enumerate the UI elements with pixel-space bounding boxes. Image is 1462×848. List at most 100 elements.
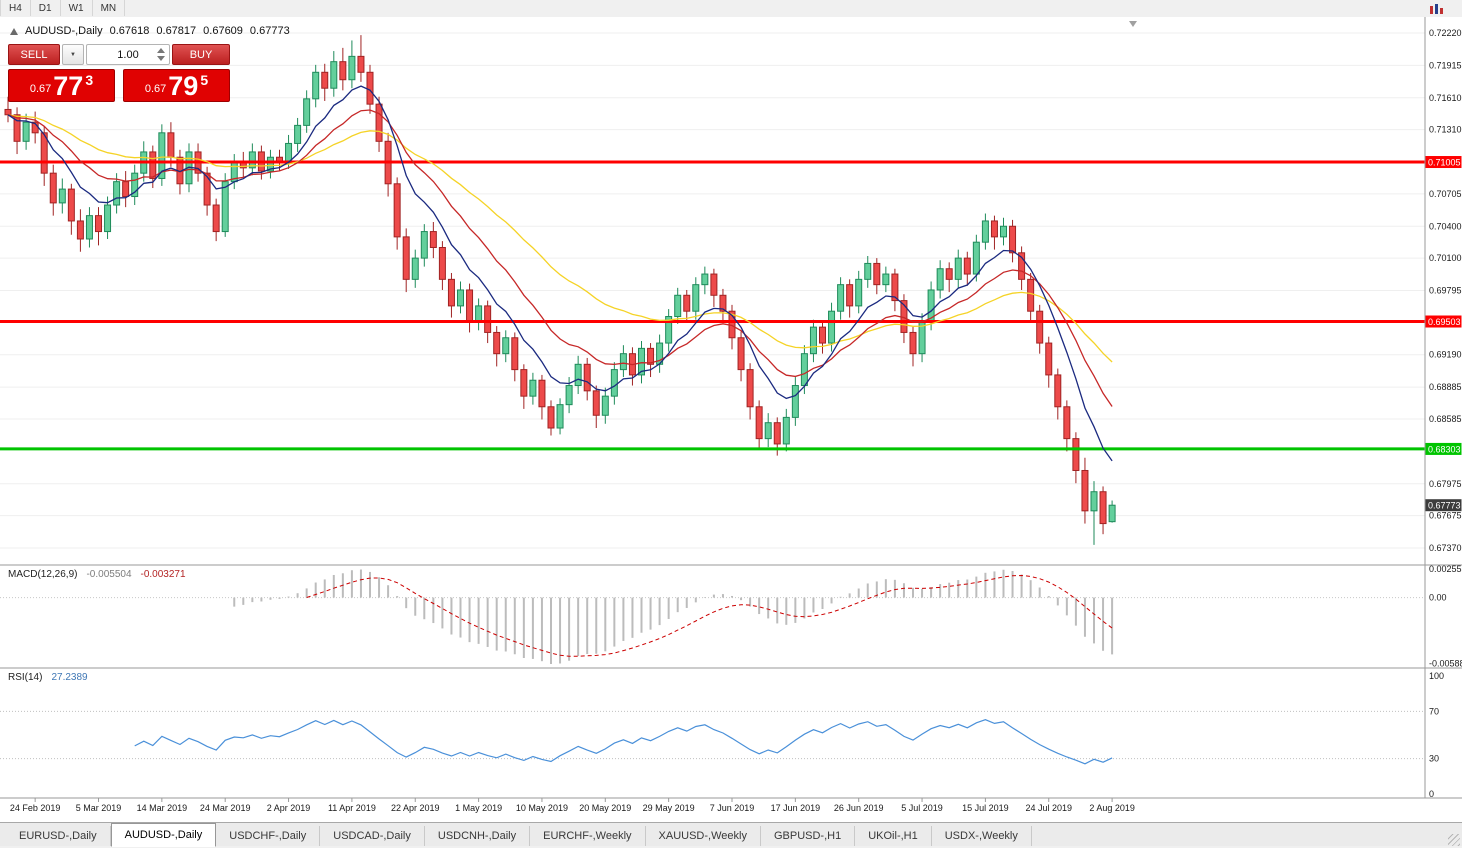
svg-text:24 Jul 2019: 24 Jul 2019 [1025,803,1072,813]
volume-value: 1.00 [117,48,139,61]
rsi-name: RSI(14) [8,672,43,683]
macd-signal-line [306,574,1113,657]
buy-button[interactable]: BUY [172,44,230,65]
svg-text:20 May 2019: 20 May 2019 [579,803,631,813]
svg-text:100: 100 [1429,671,1444,681]
ma-line-8 [7,85,1113,462]
volume-spinner [157,48,166,61]
chart-title: AUDUSD-,Daily 0.67618 0.67817 0.67609 0.… [10,25,290,37]
svg-text:0.67773: 0.67773 [1428,501,1461,511]
svg-text:0.67675: 0.67675 [1429,511,1462,521]
svg-text:0.71610: 0.71610 [1429,93,1462,103]
bid-price-prefix: 0.67 [29,83,52,95]
chart-tab-usdx-weekly[interactable]: USDX-,Weekly [932,826,1032,846]
level-price-label-0.68303[interactable] [1425,442,1462,455]
svg-text:0.71915: 0.71915 [1429,60,1462,70]
chart-tab-eurusd-daily[interactable]: EURUSD-,Daily [6,826,111,846]
svg-text:14 Mar 2019: 14 Mar 2019 [137,803,188,813]
svg-text:0.68303: 0.68303 [1428,444,1461,454]
chart-tab-usdcnh-daily[interactable]: USDCNH-,Daily [425,826,531,846]
ask-price-prefix: 0.67 [144,83,167,95]
svg-text:0.68885: 0.68885 [1429,382,1462,392]
svg-text:0.71310: 0.71310 [1429,125,1462,135]
svg-text:2 Aug 2019: 2 Aug 2019 [1089,803,1135,813]
symbol-arrow-icon [10,27,18,35]
svg-text:24 Mar 2019: 24 Mar 2019 [200,803,251,813]
timeframe-button-h4[interactable]: H4 [0,0,31,16]
chart-shift-marker[interactable] [1129,21,1137,27]
svg-text:0.00: 0.00 [1429,593,1447,603]
svg-text:0.67370: 0.67370 [1429,543,1462,553]
chart-tab-usdcad-daily[interactable]: USDCAD-,Daily [320,826,425,846]
chart-area[interactable]: 0.72220 0.71915 0.71610 0.71310 0.70705 0.704… [0,17,1462,822]
date-axis[interactable]: 24 Feb 2019 5 Mar 2019 14 Mar 2019 24 Mar 2… [10,798,1135,813]
ask-price-big: 79 [168,71,199,101]
svg-text:5 Mar 2019: 5 Mar 2019 [76,803,122,813]
volume-increase-button[interactable] [157,48,165,53]
svg-text:-0.005888: -0.005888 [1429,658,1462,668]
ma-line-34 [7,114,1113,363]
ma-line-16 [7,109,1113,407]
macd-indicator-label: MACD(12,26,9) -0.005504 -0.003271 [8,569,186,580]
timeframe-button-w1[interactable]: W1 [61,0,93,16]
price-axis[interactable]: 0.72220 0.71915 0.71610 0.71310 0.70705 0.704… [1425,28,1462,553]
sell-button[interactable]: SELL [8,44,60,65]
svg-text:0.68585: 0.68585 [1429,414,1462,424]
ohlc-close: 0.67773 [249,25,290,37]
chart-tab-gbpusd-h1[interactable]: GBPUSD-,H1 [761,826,856,846]
sell-price-box[interactable]: 0.67 77 3 [8,69,115,102]
svg-text:7 Jun 2019: 7 Jun 2019 [710,803,755,813]
svg-text:26 Jun 2019: 26 Jun 2019 [834,803,884,813]
chart-tab-ukoil-h1[interactable]: UKOil-,H1 [855,826,932,846]
svg-text:0.69795: 0.69795 [1429,286,1462,296]
ohlc-high: 0.67817 [156,25,197,37]
timeframe-buttons: H4 D1 W1 MN [0,0,126,17]
svg-text:0.69190: 0.69190 [1429,350,1462,360]
level-price-label-0.71005[interactable] [1425,156,1462,169]
ohlc-open: 0.67618 [109,25,150,37]
ask-price-pip: 5 [200,72,209,88]
svg-text:0.002553: 0.002553 [1429,564,1462,574]
ohlc-low: 0.67609 [203,25,243,37]
svg-text:1 May 2019: 1 May 2019 [455,803,502,813]
svg-text:0.69503: 0.69503 [1428,317,1461,327]
macd-main-value: -0.005504 [86,569,132,580]
svg-text:29 May 2019: 29 May 2019 [643,803,695,813]
level-price-label-0.69503[interactable] [1425,315,1462,328]
svg-text:24 Feb 2019: 24 Feb 2019 [10,803,61,813]
chart-tab-eurchf-weekly[interactable]: EURCHF-,Weekly [530,826,646,846]
candlesticks [4,35,1116,545]
chart-canvas[interactable]: 0.72220 0.71915 0.71610 0.71310 0.70705 0.704… [0,17,1462,822]
svg-text:17 Jun 2019: 17 Jun 2019 [771,803,821,813]
chart-tab-audusd-daily[interactable]: AUDUSD-,Daily [110,823,217,847]
macd-signal-value: -0.003271 [140,569,186,580]
resize-grip[interactable] [1448,834,1460,846]
volume-decrease-button[interactable] [157,56,165,61]
svg-text:0.72220: 0.72220 [1429,28,1462,38]
timeframe-button-d1[interactable]: D1 [31,0,61,16]
svg-text:10 May 2019: 10 May 2019 [516,803,568,813]
timeframe-button-mn[interactable]: MN [93,0,126,16]
buy-price-box[interactable]: 0.67 79 5 [123,69,230,102]
svg-text:0.70100: 0.70100 [1429,253,1462,263]
chart-tab-xauusd-weekly[interactable]: XAUUSD-,Weekly [646,826,761,846]
bid-price-big: 77 [53,71,84,101]
svg-text:0: 0 [1429,789,1434,799]
bid-price-pip: 3 [85,72,94,88]
chevron-down-icon: ▼ [70,51,76,58]
chart-symbol-period: AUDUSD-,Daily [25,25,103,37]
svg-text:5 Jul 2019: 5 Jul 2019 [901,803,943,813]
svg-text:30: 30 [1429,754,1439,764]
volume-input[interactable]: 1.00 [86,44,170,65]
svg-text:0.67975: 0.67975 [1429,479,1462,489]
chart-tab-bar: EURUSD-,Daily AUDUSD-,Daily USDCHF-,Daily U… [0,822,1462,847]
volume-dropdown-button[interactable]: ▼ [62,44,84,65]
one-click-trading-panel: SELL ▼ 1.00 BUY 0.67 77 3 [8,44,230,102]
chart-icon[interactable] [1428,2,1446,15]
chart-tab-usdchf-daily[interactable]: USDCHF-,Daily [216,826,321,846]
rsi-indicator-label: RSI(14) 27.2389 [8,672,88,683]
svg-text:0.70705: 0.70705 [1429,189,1462,199]
current-price-label[interactable] [1425,499,1462,512]
svg-text:70: 70 [1429,706,1439,716]
